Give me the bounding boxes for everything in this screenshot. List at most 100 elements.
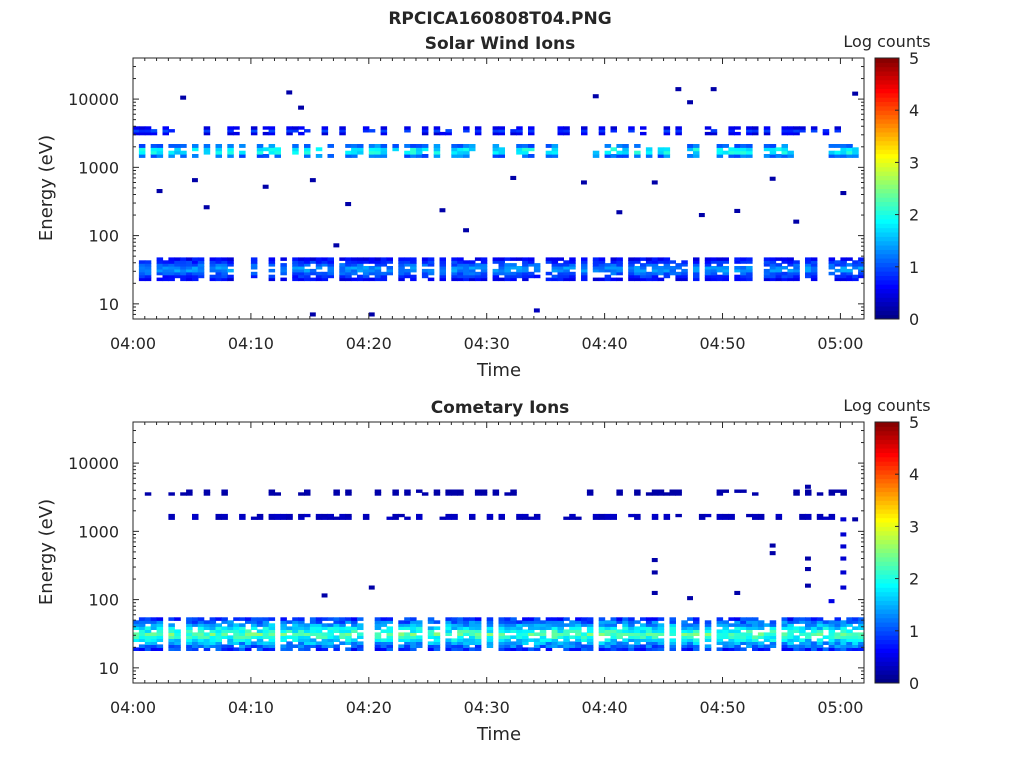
heatmap-cell [834, 644, 841, 648]
heatmap-cell [239, 632, 246, 636]
heatmap-cell [209, 632, 217, 636]
heatmap-cell [834, 623, 841, 627]
heatmap-cell [221, 516, 228, 520]
heatmap-cell [457, 260, 464, 264]
heatmap-cell [769, 268, 777, 273]
heatmap-cell [516, 644, 523, 648]
heatmap-cell [545, 623, 553, 627]
heatmap-cell [528, 620, 535, 624]
heatmap-point [533, 308, 540, 313]
heatmap-cell [404, 644, 411, 648]
heatmap-cell [250, 632, 258, 636]
heatmap-cell [533, 644, 541, 648]
heatmap-cell [810, 644, 818, 648]
heatmap-cell [787, 268, 794, 273]
heatmap-cell [810, 647, 818, 651]
heatmap-cell [339, 617, 346, 621]
heatmap-cell [156, 632, 164, 636]
heatmap-cell [740, 154, 747, 158]
heatmap-cell [339, 620, 346, 624]
heatmap-cell [304, 641, 311, 645]
heatmap-cell [834, 268, 841, 273]
heatmap-cell [846, 638, 853, 642]
heatmap-cell [616, 277, 623, 282]
heatmap-cell [321, 129, 329, 133]
heatmap-cell [504, 638, 511, 642]
colorbar-segment [875, 136, 899, 142]
heatmap-cell [716, 257, 724, 261]
heatmap-cell [781, 638, 788, 642]
heatmap-cell [474, 277, 482, 282]
heatmap-cell [144, 277, 152, 282]
x-tick-label: 04:30 [464, 698, 510, 717]
heatmap-cell [398, 620, 405, 624]
heatmap-cell [309, 626, 317, 630]
heatmap-cell [846, 277, 853, 282]
heatmap-cell [640, 131, 647, 136]
heatmap-cell [345, 263, 352, 267]
heatmap-cell [463, 629, 470, 633]
heatmap-cell [746, 623, 753, 627]
heatmap-cell [663, 260, 671, 264]
heatmap-cell [787, 150, 794, 155]
heatmap-point [840, 532, 847, 537]
heatmap-cell [457, 268, 464, 273]
heatmap-cell [309, 638, 317, 642]
heatmap-cell [386, 617, 393, 621]
heatmap-cell [280, 647, 287, 651]
heatmap-cell [834, 638, 841, 642]
heatmap-cell [138, 131, 146, 136]
colorbar-segment [875, 166, 899, 172]
heatmap-cell [327, 641, 334, 645]
heatmap-cell [805, 260, 812, 264]
heatmap-cell [716, 277, 724, 282]
heatmap-cell [197, 635, 205, 639]
heatmap-cell [368, 150, 376, 155]
heatmap-cell [150, 144, 158, 148]
heatmap-cell [404, 647, 411, 651]
colorbar-segment [875, 58, 899, 63]
heatmap-cell [610, 638, 617, 642]
heatmap-cell [298, 271, 305, 276]
heatmap-cell [498, 623, 505, 627]
heatmap-cell [333, 492, 340, 496]
heatmap-cell [174, 274, 181, 279]
heatmap-cell [256, 620, 264, 624]
heatmap-cell [304, 154, 311, 158]
heatmap-cell [828, 263, 836, 267]
heatmap-cell [416, 489, 423, 493]
heatmap-cell [280, 263, 287, 267]
heatmap-cell [628, 513, 635, 518]
heatmap-cell [304, 129, 311, 133]
heatmap-cell [386, 632, 393, 636]
heatmap-cell [186, 257, 193, 261]
heatmap-cell [722, 632, 729, 636]
heatmap-cell [504, 626, 511, 630]
heatmap-cell [522, 641, 529, 645]
heatmap-cell [787, 260, 794, 264]
heatmap-cell [634, 268, 641, 273]
heatmap-cell [256, 513, 264, 518]
heatmap-cell [510, 271, 517, 276]
heatmap-cell [657, 626, 665, 630]
heatmap-cell [740, 489, 747, 493]
heatmap-cell [681, 620, 688, 624]
colorbar-segment [875, 491, 899, 497]
heatmap-cell [763, 271, 771, 276]
heatmap-cell [345, 260, 352, 264]
heatmap-cell [357, 623, 364, 627]
heatmap-cell [345, 257, 352, 261]
heatmap-cell [693, 257, 700, 261]
heatmap-cell [457, 147, 464, 152]
heatmap-cell [610, 516, 617, 520]
colorbar-segment [875, 635, 899, 640]
heatmap-cell [516, 638, 523, 642]
heatmap-cell [763, 635, 771, 639]
heatmap-cell [374, 263, 382, 267]
colorbar-segment [875, 88, 899, 94]
heatmap-cell [362, 257, 370, 261]
heatmap-cell [186, 489, 193, 493]
heatmap-cell [250, 641, 258, 645]
heatmap-cell [834, 647, 841, 651]
heatmap-cell [598, 513, 606, 518]
